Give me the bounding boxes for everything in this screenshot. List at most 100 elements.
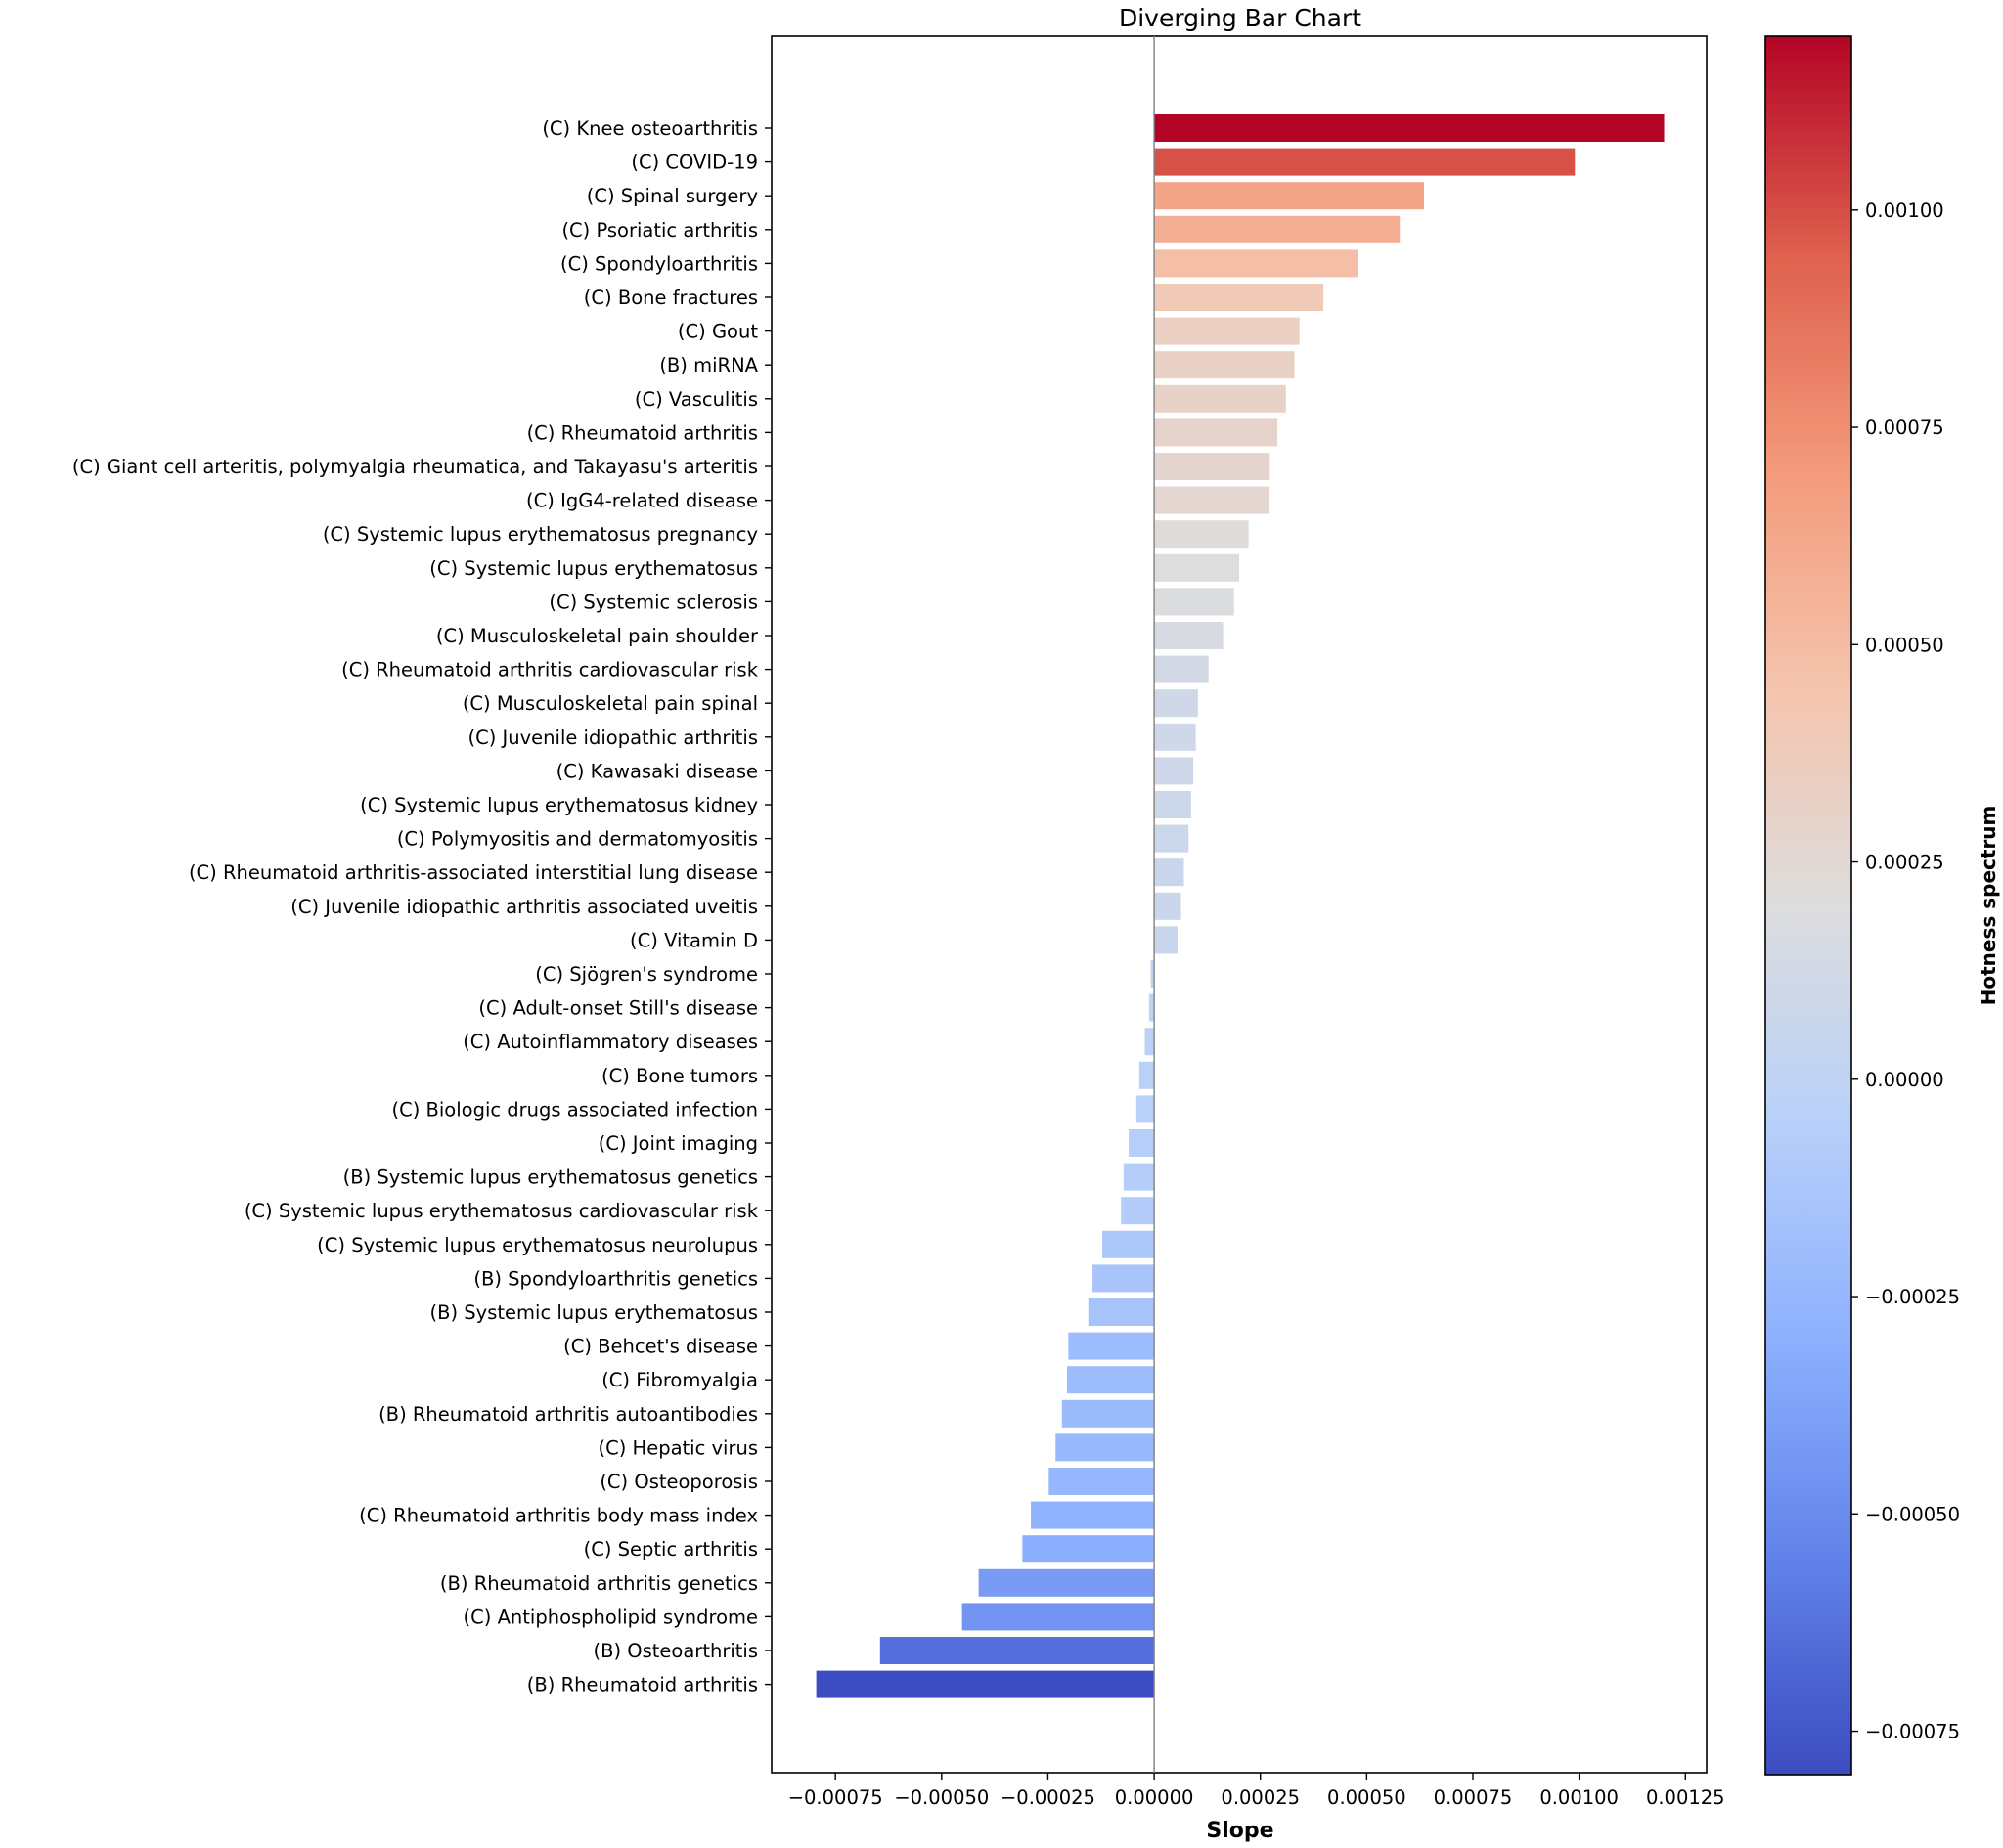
bar	[1067, 1366, 1155, 1394]
bar	[1088, 1298, 1155, 1326]
bar	[1022, 1535, 1155, 1563]
bar	[1135, 1095, 1155, 1123]
bar	[1154, 723, 1196, 751]
colorbar-label: Hotness spectrum	[1977, 806, 2000, 1006]
bar	[1123, 1163, 1155, 1191]
y-tick-label: (C) IgG4-related disease	[526, 490, 758, 512]
y-tick-label: (C) Vitamin D	[630, 929, 758, 951]
y-tick-label: (C) Rheumatoid arthritis	[527, 421, 758, 444]
colorbar-tick-label: 0.00075	[1865, 417, 1944, 439]
bar	[1154, 351, 1295, 379]
bar	[1154, 384, 1286, 413]
x-tick-label: 0.00125	[1646, 1786, 1725, 1809]
bar	[978, 1568, 1155, 1597]
y-tick-label: (C) Rheumatoid arthritis cardiovascular …	[341, 659, 759, 682]
x-tick-label: 0.00000	[1115, 1786, 1194, 1809]
bar	[1154, 453, 1270, 480]
y-tick-label: (C) Spinal surgery	[587, 185, 758, 207]
y-tick-label: (C) Bone tumors	[601, 1065, 758, 1087]
y-tick-label: (C) Polymyositis and dermatomyositis	[397, 828, 758, 851]
y-tick-label: (C) Systemic lupus erythematosus neurolu…	[317, 1234, 758, 1256]
y-tick-label: (C) Juvenile idiopathic arthritis	[467, 726, 758, 749]
bar	[1154, 148, 1576, 176]
y-tick-label: (C) Systemic lupus erythematosus kidney	[360, 794, 758, 816]
bar	[1055, 1433, 1155, 1462]
y-tick-label: (C) Fibromyalgia	[601, 1369, 758, 1391]
colorbar-tick-label: 0.00050	[1865, 634, 1944, 656]
bar	[1138, 1061, 1155, 1089]
bar	[1154, 622, 1224, 649]
y-tick-label: (C) COVID-19	[631, 152, 758, 174]
bar	[1154, 791, 1191, 818]
y-tick-label: (C) Systemic lupus erythematosus cardiov…	[245, 1200, 759, 1222]
y-tick-label: (C) Psoriatic arthritis	[561, 219, 758, 242]
y-tick-label: (C) Autoinflammatory diseases	[463, 1031, 758, 1053]
x-tick-label: −0.00050	[894, 1786, 989, 1809]
bar	[1154, 486, 1269, 514]
bar	[1154, 824, 1189, 853]
y-tick-label: (B) Systemic lupus erythematosus genetic…	[343, 1166, 758, 1189]
x-tick-label: −0.00025	[1001, 1786, 1095, 1809]
bar	[1154, 520, 1249, 549]
y-tick-label: (B) Rheumatoid arthritis autoantibodies	[378, 1403, 758, 1426]
plot-frame	[771, 35, 1708, 1774]
bar	[1154, 892, 1181, 920]
y-tick-label: (C) Hepatic virus	[599, 1436, 759, 1459]
bar	[961, 1603, 1155, 1631]
y-tick-label: (C) Kawasaki disease	[556, 760, 758, 782]
bar	[1144, 1028, 1155, 1056]
y-tick-label: (C) Spondyloarthritis	[560, 252, 758, 275]
colorbar-group: −0.00075 −0.00050 −0.00025 0.00000 0.00025 0.…	[1764, 35, 2000, 1776]
y-tick-label: (C) Knee osteoarthritis	[542, 117, 758, 140]
bar	[1121, 1197, 1155, 1225]
bar	[1154, 215, 1401, 243]
x-tick-label: −0.00075	[788, 1786, 883, 1809]
bar	[1102, 1230, 1155, 1258]
x-axis-label: Slope	[1206, 1819, 1273, 1843]
colorbar-tick-label: −0.00050	[1865, 1503, 1960, 1525]
bar	[1068, 1332, 1155, 1360]
y-tick-label: (C) Vasculitis	[635, 388, 758, 411]
bar	[879, 1637, 1155, 1664]
bars-group	[816, 114, 1665, 1698]
y-tick-label: (C) Biologic drugs associated infection	[391, 1098, 758, 1121]
bar	[1154, 317, 1300, 345]
bar	[1154, 418, 1278, 447]
colorbar	[1764, 35, 1852, 1776]
bar	[1031, 1501, 1155, 1529]
bar	[816, 1670, 1155, 1698]
y-tick-label: (C) Sjögren's syndrome	[535, 963, 758, 986]
x-tick-label: 0.00050	[1327, 1786, 1406, 1809]
bar	[1154, 926, 1178, 954]
bar	[1092, 1264, 1155, 1293]
chart-title: Diverging Bar Chart	[1119, 4, 1361, 32]
y-tick-label: (C) Rheumatoid arthritis body mass index	[359, 1505, 758, 1527]
y-tick-label: (C) Joint imaging	[599, 1132, 758, 1155]
bar	[1154, 655, 1209, 683]
colorbar-tick-label: 0.00100	[1865, 199, 1944, 222]
x-tick-label: 0.00025	[1221, 1786, 1300, 1809]
y-tick-label: (C) Systemic lupus erythematosus pregnan…	[323, 523, 758, 546]
axes-group	[765, 35, 1708, 1780]
colorbar-tick-label: 0.00025	[1865, 852, 1944, 874]
y-tick-label: (C) Gout	[678, 321, 758, 343]
y-tick-label: (C) Osteoporosis	[600, 1471, 758, 1493]
bar	[1154, 858, 1184, 887]
colorbar-tick-label: −0.00025	[1865, 1286, 1960, 1308]
bar	[1129, 1129, 1155, 1157]
x-tick-label: 0.00100	[1539, 1786, 1619, 1809]
bar	[1061, 1399, 1155, 1428]
bar	[1154, 757, 1194, 785]
bar	[1154, 689, 1198, 718]
y-tick-label: (B) Osteoarthritis	[593, 1640, 758, 1662]
y-tick-label: (B) Rheumatoid arthritis	[527, 1674, 758, 1696]
y-tick-label: (C) Giant cell arteritis, polymyalgia rh…	[72, 456, 758, 478]
y-tick-label: (B) Rheumatoid arthritis genetics	[440, 1572, 758, 1595]
bar	[1154, 182, 1425, 210]
y-tick-label: (C) Behcet's disease	[563, 1336, 758, 1358]
bar	[1150, 960, 1155, 988]
y-tick-label: (C) Musculoskeletal pain shoulder	[436, 625, 759, 647]
bar	[1154, 249, 1358, 278]
bar	[1154, 114, 1665, 142]
